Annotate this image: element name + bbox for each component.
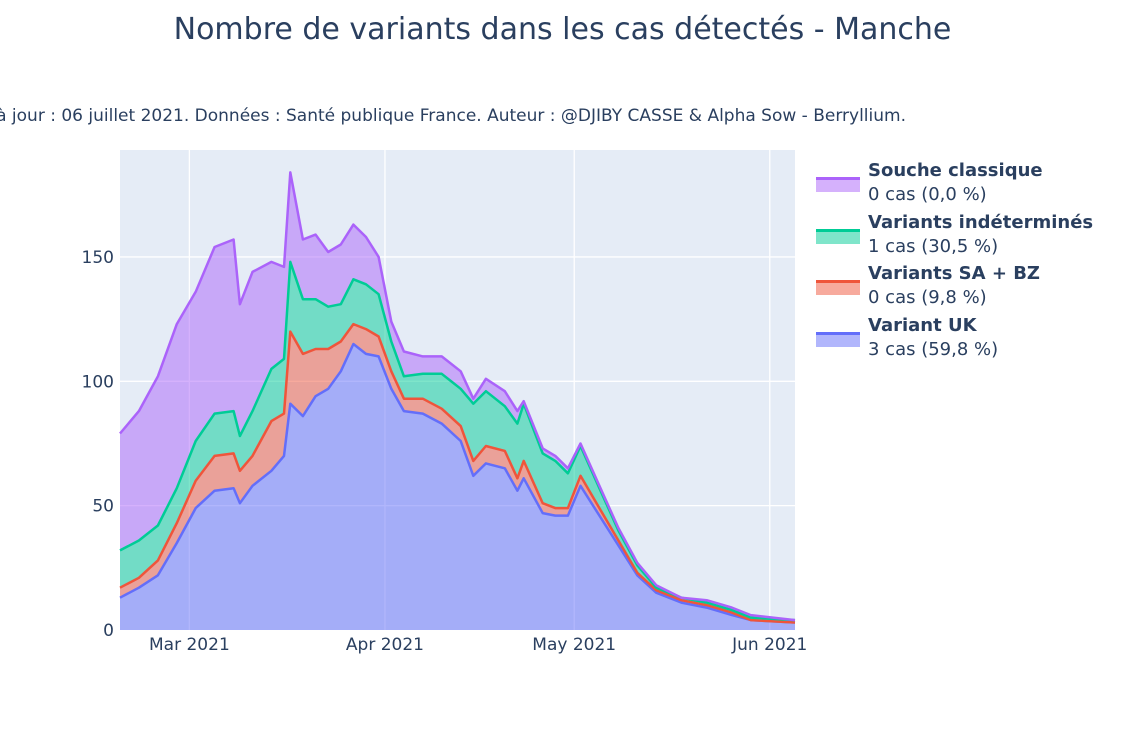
legend-swatch-souche-classique[interactable] (816, 177, 860, 192)
legend-label-variants-ind-termin-s[interactable]: Variants indéterminés (868, 211, 1094, 233)
y-tick-label: 50 (92, 497, 114, 517)
x-tick-label: Jun 2021 (731, 635, 807, 655)
area-variants-sa-bz[interactable] (120, 324, 795, 623)
legend-label-souche-classique[interactable]: Souche classique (868, 160, 1043, 181)
y-axis: 0 50 100 150 (82, 248, 114, 641)
x-tick-label: May 2021 (532, 635, 616, 655)
legend-label-variants-sa-bz[interactable]: Variants SA + BZ (868, 263, 1040, 284)
legend-value-souche-classique: 0 cas (0,0 %) (868, 184, 987, 205)
legend-swatch-variant-uk[interactable] (816, 331, 860, 347)
x-tick-label: Apr 2021 (346, 635, 424, 655)
y-tick-label: 150 (82, 248, 114, 268)
x-axis: Mar 2021 Apr 2021 May 2021 Jun 2021 (149, 635, 807, 655)
legend-value-variants-sa-bz: 0 cas (9,8 %) (868, 287, 987, 308)
legend-label-variant-uk[interactable]: Variant UK (868, 314, 977, 336)
y-tick-label: 100 (82, 372, 114, 392)
line-variants-sa-bz[interactable] (119, 322, 796, 624)
line-souche-classique[interactable] (119, 171, 796, 622)
area-variants-ind-termin-s[interactable] (120, 261, 795, 623)
line-variant-uk[interactable] (119, 342, 796, 624)
y-tick-label: 0 (103, 621, 114, 641)
line-layer (119, 171, 796, 624)
legend-swatch-variants-sa-bz[interactable] (816, 280, 860, 295)
legend-value-variants-ind-termin-s: 1 cas (30,5 %) (868, 235, 999, 257)
x-tick-label: Mar 2021 (149, 635, 230, 655)
legend-value-variant-uk: 3 cas (59,8 %) (868, 338, 999, 360)
chart-subtitle: Mise à jour : 06 juillet 2021. Données :… (0, 106, 906, 126)
legend-swatch-variants-ind-termin-s[interactable] (816, 228, 860, 244)
chart-title: Nombre de variants dans les cas détectés… (173, 12, 952, 47)
